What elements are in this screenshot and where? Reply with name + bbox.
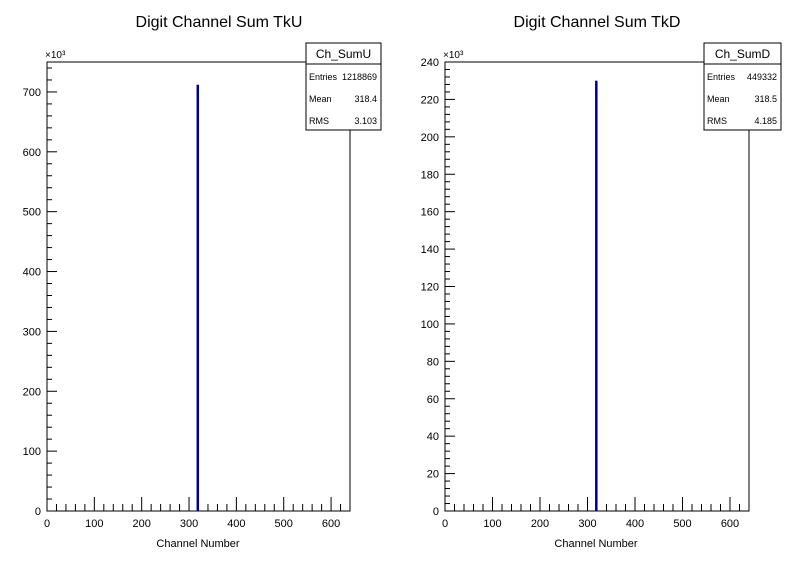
stats-row-value: 449332 — [747, 72, 777, 82]
y-tick-label: 160 — [421, 207, 439, 219]
x-tick-label: 400 — [227, 518, 245, 530]
y-tick-label: 100 — [421, 319, 439, 331]
chart-panel-tku: Digit Channel Sum TkU Channel Number 0 10… — [23, 14, 382, 550]
y-tick-label: 600 — [23, 147, 41, 159]
y-tick-label: 0 — [433, 506, 439, 518]
y-tick-label: 200 — [421, 132, 439, 144]
y-tick-label: 180 — [421, 169, 439, 181]
axes: 0 100 200 300 400 500 600 0 20 40 60 80 100 120 140 160… — [421, 50, 750, 530]
y-tick-label: 200 — [23, 386, 41, 398]
stats-row-value: 1218869 — [342, 72, 377, 82]
stats-row-value: 318.5 — [754, 94, 777, 104]
x-tick-label: 0 — [442, 518, 448, 530]
stats-box-frame — [305, 42, 382, 131]
x-tick-label: 100 — [85, 518, 103, 530]
x-axis-label: Channel Number — [554, 538, 637, 550]
y-multiplier-label: ×10³ — [443, 50, 464, 61]
stats-box-frame — [703, 42, 782, 131]
stats-box-name: Ch_SumD — [715, 47, 771, 61]
y-tick-label: 120 — [421, 282, 439, 294]
x-tick-label: 200 — [133, 518, 151, 530]
y-tick-label: 100 — [23, 446, 41, 458]
stats-row-value: 3.103 — [354, 116, 377, 126]
y-tick-label: 60 — [427, 394, 439, 406]
y-tick-label: 500 — [23, 207, 41, 219]
stats-box-name: Ch_SumU — [316, 47, 371, 61]
x-tick-label: 500 — [673, 518, 691, 530]
x-tick-label: 300 — [180, 518, 198, 530]
x-tick-label: 300 — [578, 518, 596, 530]
stats-row-value: 318.4 — [354, 94, 377, 104]
y-tick-label: 20 — [427, 469, 439, 481]
chart-marks — [196, 84, 200, 512]
stats-row-label: RMS — [707, 116, 727, 126]
stats-row-label: RMS — [309, 116, 329, 126]
x-tick-label: 600 — [721, 518, 739, 530]
chart-title: Digit Channel Sum TkU — [136, 14, 303, 31]
y-tick-label: 40 — [427, 431, 439, 443]
stats-row-label: Mean — [707, 94, 730, 104]
axes: 0 100 200 300 400 500 600 0 100 200 300 400 500 600 70… — [23, 50, 351, 530]
stats-box: Ch_SumU Entries 1218869 Mean 318.4 RMS 3.103 — [305, 42, 382, 131]
x-tick-label: 200 — [531, 518, 549, 530]
y-tick-label: 220 — [421, 94, 439, 106]
stats-row-label: Mean — [309, 94, 332, 104]
stats-row-label: Entries — [309, 72, 338, 82]
x-tick-label: 100 — [483, 518, 501, 530]
chart-title: Digit Channel Sum TkD — [514, 14, 681, 31]
chart-marks — [595, 80, 598, 511]
x-tick-label: 0 — [44, 518, 50, 530]
y-tick-label: 80 — [427, 356, 439, 368]
y-tick-label: 240 — [421, 57, 439, 69]
x-tick-label: 600 — [322, 518, 340, 530]
stats-row-value: 4.185 — [754, 116, 777, 126]
y-tick-label: 700 — [23, 87, 41, 99]
stats-box: Ch_SumD Entries 449332 Mean 318.5 RMS 4.185 — [703, 42, 782, 131]
y-tick-label: 300 — [23, 326, 41, 338]
y-tick-label: 400 — [23, 267, 41, 279]
x-tick-label: 400 — [626, 518, 644, 530]
histogram-bar — [595, 80, 598, 511]
chart-panel-tkd: Digit Channel Sum TkD Channel Number 0 10… — [421, 14, 782, 550]
stats-row-label: Entries — [707, 72, 736, 82]
x-axis-label: Channel Number — [156, 538, 239, 550]
y-tick-label: 140 — [421, 244, 439, 256]
x-tick-label: 500 — [275, 518, 293, 530]
y-multiplier-label: ×10³ — [45, 50, 66, 61]
y-tick-label: 0 — [35, 506, 41, 518]
histogram-bar — [196, 84, 200, 512]
